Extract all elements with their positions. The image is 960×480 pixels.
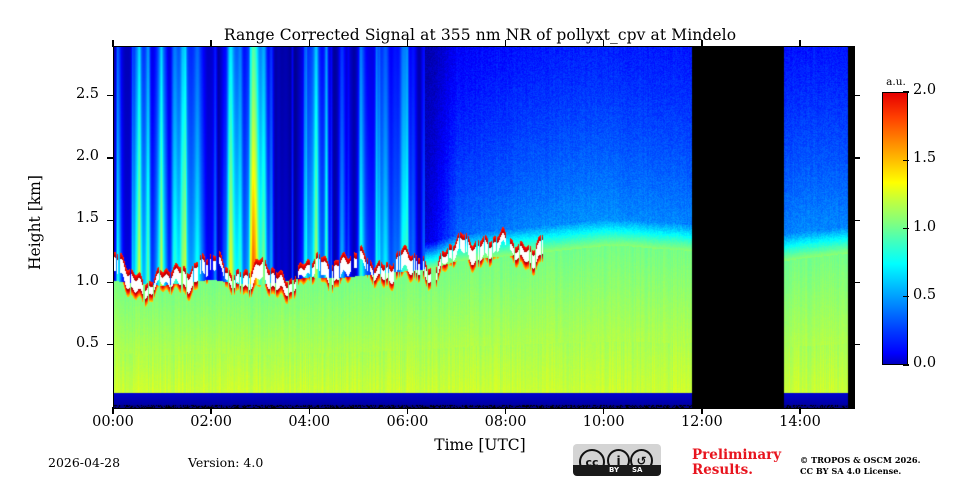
x-tick-top xyxy=(308,40,310,47)
y-tick-right xyxy=(853,281,860,284)
colorbar-tick xyxy=(903,296,909,298)
cc-sa-label: SA xyxy=(632,466,643,474)
cc-license-badge: cc i ↺ BY SA xyxy=(573,444,661,476)
y-tick-label: 1.5 xyxy=(75,210,99,227)
x-tick-label: 10:00 xyxy=(582,414,625,430)
y-tick xyxy=(107,219,114,221)
x-tick-label: 02:00 xyxy=(190,414,233,430)
colorbar-tick-label: 1.0 xyxy=(913,218,937,235)
preliminary-line-1: Preliminary xyxy=(692,447,782,463)
colorbar-tick-label: 2.0 xyxy=(913,82,937,98)
y-axis-title: Height [km] xyxy=(26,175,44,270)
plot-axes xyxy=(113,46,855,409)
footer-version: Version: 4.0 xyxy=(188,455,264,470)
colorbar-tick-label: 1.5 xyxy=(913,150,937,167)
colorbar-tick xyxy=(903,91,909,93)
x-tick-top xyxy=(603,40,605,47)
y-tick xyxy=(107,344,114,346)
x-tick xyxy=(504,407,507,414)
colorbar-tick-label: 0.5 xyxy=(913,286,937,303)
x-tick-label: 08:00 xyxy=(484,414,527,430)
cc-by-label: BY xyxy=(609,466,620,474)
x-tick xyxy=(308,407,310,414)
x-tick-label: 12:00 xyxy=(680,414,723,430)
copyright-line-1: © TROPOS & OSCM 2026. xyxy=(800,455,921,465)
x-tick xyxy=(112,407,114,414)
colorbar-tick xyxy=(903,159,909,161)
x-axis-title: Time [UTC] xyxy=(434,436,526,454)
x-tick xyxy=(701,407,703,414)
y-tick xyxy=(107,95,114,97)
y-tick-right xyxy=(853,344,860,346)
y-tick xyxy=(107,157,114,159)
colorbar-tick xyxy=(903,227,909,230)
y-tick-label: 0.5 xyxy=(75,334,99,351)
x-tick xyxy=(799,407,801,414)
x-tick-label: 00:00 xyxy=(92,414,134,430)
x-tick xyxy=(406,407,409,414)
x-tick-label: 04:00 xyxy=(288,414,331,430)
y-tick-label: 2.0 xyxy=(75,148,99,165)
page-title: Range Corrected Signal at 355 nm NR of p… xyxy=(223,26,737,44)
y-tick xyxy=(107,281,114,284)
x-tick-top xyxy=(799,40,801,47)
x-tick-top xyxy=(210,40,212,47)
copyright-line-2: CC BY SA 4.0 License. xyxy=(800,466,902,476)
y-tick-right xyxy=(853,157,860,159)
colorbar-tick xyxy=(903,364,909,366)
x-tick-top xyxy=(406,40,409,47)
preliminary-results-notice: Preliminary Results. xyxy=(692,448,787,478)
cc-badge-strip xyxy=(573,465,661,476)
x-tick-top xyxy=(504,40,507,47)
x-tick xyxy=(603,407,605,414)
x-tick-label: 06:00 xyxy=(386,414,429,430)
x-tick xyxy=(210,407,212,414)
x-tick-top xyxy=(112,40,114,47)
colorbar-unit-label: a.u. xyxy=(886,76,906,88)
preliminary-line-2: Results. xyxy=(692,462,753,478)
y-tick-right xyxy=(853,219,860,221)
colorbar-tick-label: 0.0 xyxy=(913,355,937,371)
y-tick-label: 1.0 xyxy=(75,272,99,289)
y-tick-right xyxy=(853,95,860,97)
lidar-heatmap xyxy=(114,47,854,408)
copyright-notice: © TROPOS & OSCM 2026. CC BY SA 4.0 Licen… xyxy=(800,455,960,477)
x-tick-label: 14:00 xyxy=(779,414,821,430)
x-tick-top xyxy=(701,40,703,47)
footer-date: 2026-04-28 xyxy=(48,455,121,470)
y-tick-label: 2.5 xyxy=(75,85,99,102)
